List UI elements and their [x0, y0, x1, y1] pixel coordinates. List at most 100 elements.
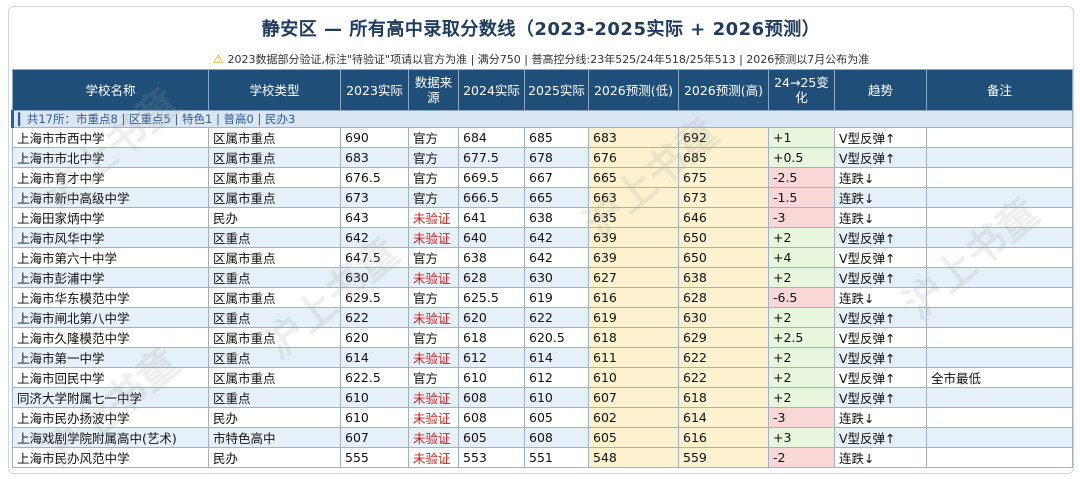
table-row[interactable]: 上海市民办扬波中学 民办 610 未验证 608 605 602 614 -3 连跌↓: [12, 407, 1073, 428]
source-cell: 官方: [408, 367, 459, 388]
col-header-school-name[interactable]: 学校名称: [12, 69, 209, 111]
score-2024-cell: 684: [458, 127, 525, 148]
school-name-cell: 上海市闸北第八中学: [12, 307, 209, 328]
table-row[interactable]: 上海市回民中学 区属市重点 622.5 官方 610 612 610 622 +2 V型反弹↑ 全市…: [12, 367, 1073, 388]
remark-cell: [926, 127, 1073, 148]
predict-low-cell: 611: [588, 347, 679, 368]
school-name-cell: 同济大学附属七一中学: [12, 387, 209, 408]
score-2024-cell: 640: [458, 227, 525, 248]
score-2025-cell: 622: [524, 307, 589, 328]
score-2025-cell: 630: [524, 267, 589, 288]
table-row[interactable]: 上海市风华中学 区重点 642 未验证 640 642 639 650 +2 V型反弹↑: [12, 227, 1073, 248]
score-2025-cell: 685: [524, 127, 589, 148]
school-type-cell: 区属市重点: [208, 127, 341, 148]
school-type-cell: 区属市重点: [208, 327, 341, 348]
table-row[interactable]: 上海市彭浦中学 区重点 630 未验证 628 630 627 638 +2 V型反弹↑: [12, 267, 1073, 288]
table-row[interactable]: 上海市育才中学 区属市重点 676.5 官方 669.5 667 665 675 -2.5 连跌↓: [12, 167, 1073, 188]
school-name-cell: 上海市第一中学: [12, 347, 209, 368]
col-header-2026-low[interactable]: 2026预测(低): [588, 69, 679, 111]
predict-high-cell: 685: [678, 147, 769, 168]
school-type-cell: 民办: [208, 447, 341, 468]
score-2023-cell: 610: [340, 387, 409, 408]
score-2024-cell: 666.5: [458, 187, 525, 208]
table-row[interactable]: 上海市闸北第八中学 区重点 622 未验证 620 622 619 630 +2 V型反弹↑: [12, 307, 1073, 328]
table-row[interactable]: 上海市第六十中学 区属市重点 647.5 官方 638 642 639 650 +4 V型反弹↑: [12, 247, 1073, 268]
table-row[interactable]: 同济大学附属七一中学 区重点 610 未验证 608 610 607 618 +2 V型反弹↑: [12, 387, 1073, 408]
score-2024-cell: 553: [458, 447, 525, 468]
score-2024-cell: 677.5: [458, 147, 525, 168]
predict-high-cell: 646: [678, 207, 769, 228]
source-cell: 未验证: [408, 427, 459, 448]
source-cell: 官方: [408, 127, 459, 148]
school-type-cell: 区重点: [208, 387, 341, 408]
trend-cell: V型反弹↑: [834, 327, 927, 348]
change-cell: +2.5: [768, 327, 835, 348]
col-header-2026-high[interactable]: 2026预测(高): [678, 69, 769, 111]
table-row[interactable]: 上海市民办风范中学 民办 555 未验证 553 551 548 559 -2 连跌↓: [12, 447, 1073, 468]
change-cell: +3: [768, 427, 835, 448]
score-2023-cell: 620: [340, 327, 409, 348]
remark-cell: [926, 247, 1073, 268]
table-row[interactable]: 上海市市北中学 区属市重点 683 官方 677.5 678 676 685 +0.5 V型反弹↑: [12, 147, 1073, 168]
col-header-2025[interactable]: 2025实际: [524, 69, 589, 111]
table-row[interactable]: 上海市久隆模范中学 区属市重点 620 官方 618 620.5 618 629 +2.5 V型反…: [12, 327, 1073, 348]
score-table-panel: 静安区 — 所有高中录取分数线（2023-2025实际 + 2026预测） ⚠ 2…: [8, 6, 1074, 474]
table-header-row: 学校名称 学校类型 2023实际 数据来源 2024实际 2025实际 2026…: [12, 69, 1073, 111]
score-2024-cell: 618: [458, 327, 525, 348]
remark-cell: [926, 187, 1073, 208]
table-row[interactable]: 上海市第一中学 区重点 614 未验证 612 614 611 622 +2 V型反弹↑: [12, 347, 1073, 368]
school-name-cell: 上海市市北中学: [12, 147, 209, 168]
table-row[interactable]: 上海田家炳中学 民办 643 未验证 641 638 635 646 -3 连跌↓: [12, 207, 1073, 228]
score-2025-cell: 638: [524, 207, 589, 228]
trend-cell: 连跌↓: [834, 167, 927, 188]
change-cell: +2: [768, 307, 835, 328]
col-header-2023[interactable]: 2023实际: [340, 69, 409, 111]
score-2025-cell: 642: [524, 227, 589, 248]
school-type-cell: 区属市重点: [208, 167, 341, 188]
table-row[interactable]: 上海戏剧学院附属高中(艺术) 市特色高中 607 未验证 605 608 605 616 +3 V…: [12, 427, 1073, 448]
remark-cell: [926, 227, 1073, 248]
trend-cell: V型反弹↑: [834, 307, 927, 328]
change-cell: +2: [768, 347, 835, 368]
source-cell: 未验证: [408, 227, 459, 248]
score-2025-cell: 610: [524, 387, 589, 408]
predict-high-cell: 630: [678, 307, 769, 328]
school-name-cell: 上海市风华中学: [12, 227, 209, 248]
remark-cell: [926, 307, 1073, 328]
col-header-change[interactable]: 24→25变化: [768, 69, 835, 111]
predict-low-cell: 639: [588, 247, 679, 268]
score-2025-cell: 642: [524, 247, 589, 268]
col-header-source[interactable]: 数据来源: [408, 69, 459, 111]
source-cell: 官方: [408, 147, 459, 168]
change-cell: +2: [768, 227, 835, 248]
source-cell: 官方: [408, 327, 459, 348]
predict-high-cell: 692: [678, 127, 769, 148]
remark-cell: [926, 387, 1073, 408]
predict-low-cell: 607: [588, 387, 679, 408]
score-2024-cell: 628: [458, 267, 525, 288]
table-row[interactable]: 上海市市西中学 区属市重点 690 官方 684 685 683 692 +1 V型反弹↑: [12, 127, 1073, 148]
predict-high-cell: 559: [678, 447, 769, 468]
col-header-2024[interactable]: 2024实际: [458, 69, 525, 111]
col-header-remark[interactable]: 备注: [926, 69, 1073, 111]
school-type-cell: 民办: [208, 407, 341, 428]
source-cell: 官方: [408, 187, 459, 208]
score-2023-cell: 647.5: [340, 247, 409, 268]
score-2024-cell: 625.5: [458, 287, 525, 308]
school-name-cell: 上海市第六十中学: [12, 247, 209, 268]
score-2024-cell: 669.5: [458, 167, 525, 188]
predict-low-cell: 676: [588, 147, 679, 168]
remark-cell: [926, 287, 1073, 308]
col-header-school-type[interactable]: 学校类型: [208, 69, 341, 111]
predict-low-cell: 618: [588, 327, 679, 348]
score-2023-cell: 676.5: [340, 167, 409, 188]
table-row[interactable]: 上海市华东模范中学 区属市重点 629.5 官方 625.5 619 616 628 -6.5 连…: [12, 287, 1073, 308]
data-note: ⚠ 2023数据部分验证,标注"待验证"项请以官方为准 | 满分750 | 普高控…: [9, 51, 1073, 67]
change-cell: +2: [768, 267, 835, 288]
school-type-cell: 区重点: [208, 267, 341, 288]
trend-cell: V型反弹↑: [834, 367, 927, 388]
col-header-trend[interactable]: 趋势: [834, 69, 927, 111]
score-2025-cell: 614: [524, 347, 589, 368]
score-2025-cell: 665: [524, 187, 589, 208]
table-row[interactable]: 上海市新中高级中学 区属市重点 673 官方 666.5 665 663 673 -1.5 连跌↓: [12, 187, 1073, 208]
